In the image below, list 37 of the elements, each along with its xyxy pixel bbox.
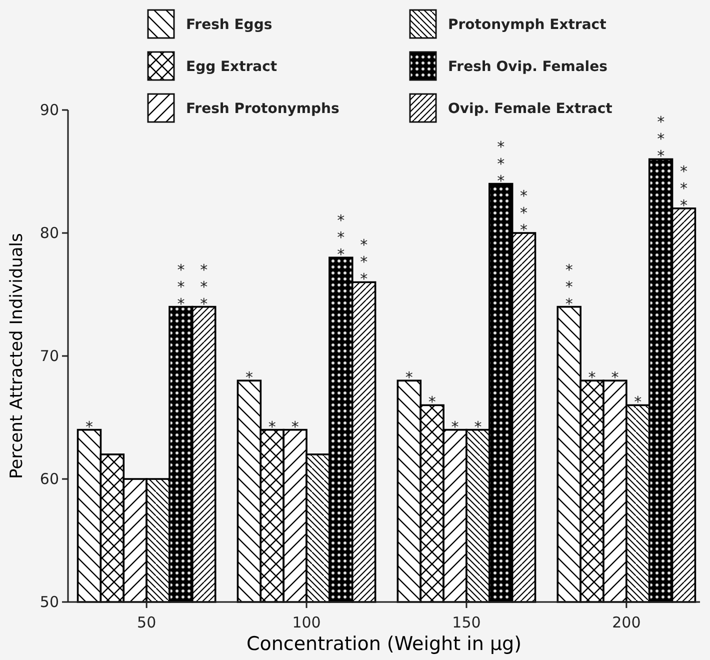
data-label: *: [268, 418, 276, 436]
data-label: *: [588, 368, 596, 387]
y-tick-label: 60: [40, 470, 59, 488]
data-label: ***: [565, 260, 574, 313]
legend-label: Fresh Eggs: [186, 17, 272, 33]
legend-label: Fresh Ovip. Females: [448, 59, 608, 75]
legend-label: Fresh Protonymphs: [186, 101, 340, 117]
y-tick-label: 70: [40, 346, 59, 365]
data-label: *: [428, 393, 436, 412]
y-tick-label: 50: [40, 592, 59, 611]
data-label: ***: [177, 260, 186, 313]
data-label: *: [611, 368, 620, 387]
data-label: *: [245, 368, 254, 387]
data-label: ***: [360, 236, 368, 288]
data-label: *: [86, 418, 94, 436]
x-tick-label: 150: [452, 614, 481, 632]
data-label: ***: [337, 212, 346, 264]
y-axis-title: Percent Attracted Individuals: [7, 232, 27, 479]
y-tick-label: 80: [40, 224, 59, 242]
data-label: *: [474, 418, 482, 436]
legend-label: Egg Extract: [186, 59, 278, 75]
data-label: *: [405, 368, 414, 387]
data-label: * * *: [520, 187, 528, 239]
x-tick-label: 200: [612, 614, 641, 632]
data-label: ***: [657, 113, 666, 166]
data-label: * * *: [680, 162, 688, 214]
legend-label: Protonymph Extract: [448, 17, 607, 33]
data-label: *: [451, 418, 460, 436]
data-label: *: [291, 418, 300, 436]
y-tick-label: 90: [40, 100, 59, 119]
x-axis-title: Concentration (Weight in µg): [246, 633, 522, 655]
data-label: ***: [497, 138, 506, 190]
data-label: *: [634, 393, 642, 412]
legend-label: Ovip. Female Extract: [448, 101, 613, 117]
data-label: ***: [200, 260, 208, 313]
x-tick-label: 50: [137, 614, 156, 632]
x-tick-label: 100: [292, 614, 321, 632]
